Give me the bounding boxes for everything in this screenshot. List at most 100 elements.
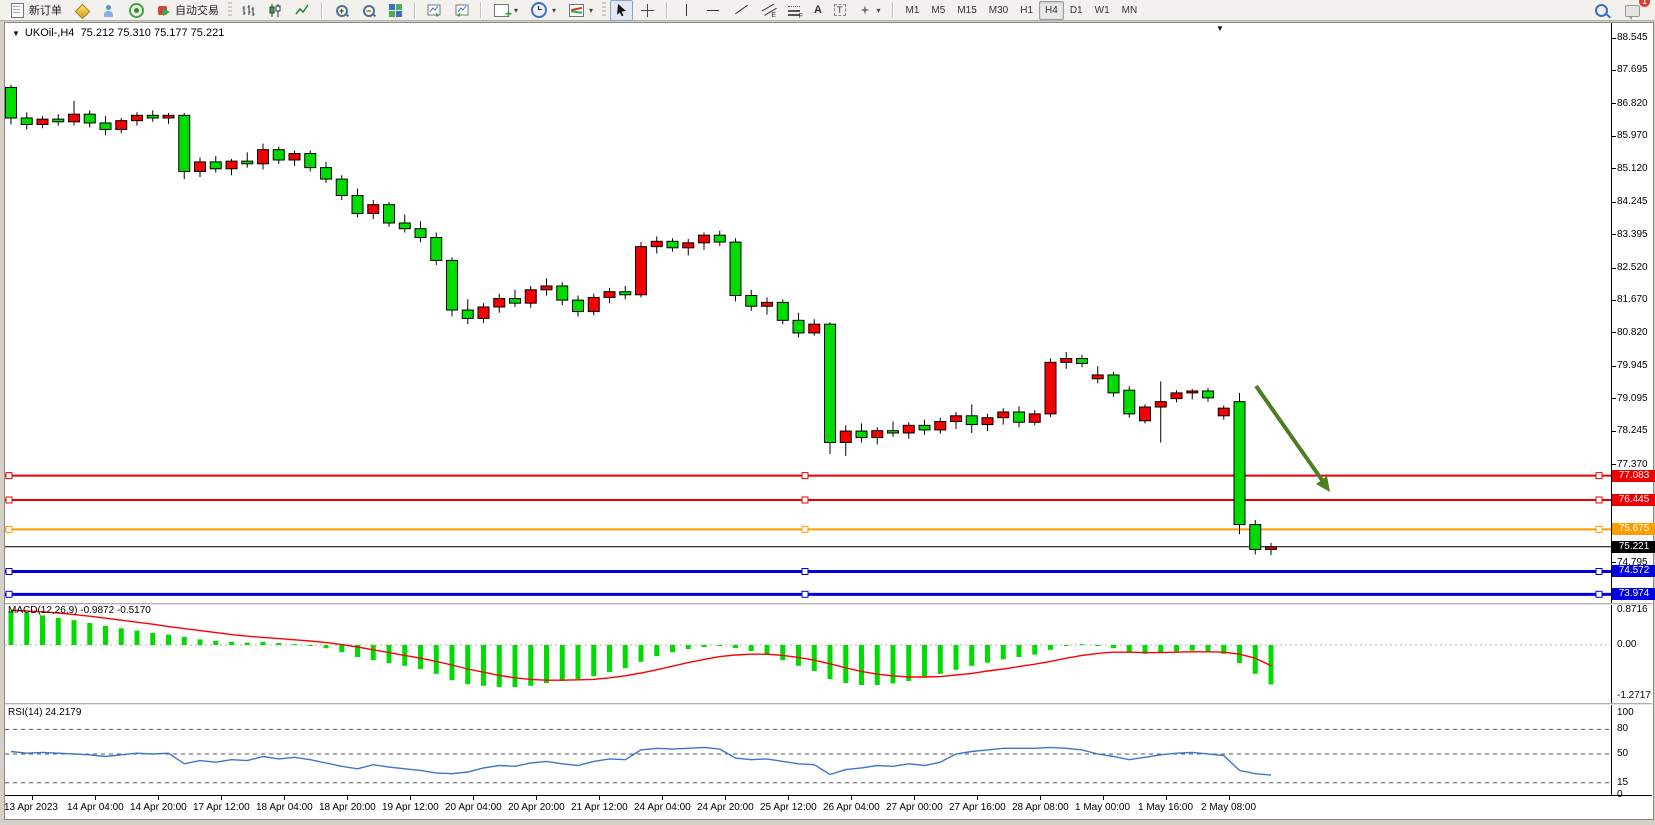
cursor-icon <box>617 4 627 17</box>
tile-windows-button[interactable] <box>383 0 408 21</box>
rsi-axis-label: 100 <box>1617 707 1634 718</box>
price-tick <box>1611 332 1616 334</box>
chart-quote-ohlc: 75.212 75.310 75.177 75.221 <box>80 27 225 39</box>
equidistant-channel-icon <box>761 4 776 19</box>
text-icon: A <box>814 4 822 16</box>
time-tick <box>1040 796 1041 800</box>
community-button[interactable] <box>96 0 121 21</box>
zoom-in-icon: + <box>335 4 348 17</box>
new-order-button[interactable]: 新订单 <box>4 0 67 21</box>
timeframe-D1[interactable]: D1 <box>1069 4 1083 16</box>
time-axis-label: 18 Apr 04:00 <box>256 802 313 813</box>
rsi-label: RSI(14) 24.2179 <box>8 707 82 718</box>
time-axis-label: 24 Apr 04:00 <box>634 802 691 813</box>
toolbar-right: 1 <box>1589 0 1651 21</box>
chat-icon <box>1625 5 1640 20</box>
pane-separator[interactable] <box>5 603 1652 605</box>
price-axis-label: 84.245 <box>1617 196 1648 208</box>
tile-windows-icon <box>389 3 402 17</box>
signals-button[interactable] <box>123 0 150 21</box>
fibonacci-tool[interactable] <box>782 0 807 21</box>
profile-chart-next-icon <box>455 4 469 17</box>
crosshair-icon <box>641 3 655 17</box>
autotrading-button[interactable]: 自动交易 <box>152 0 224 21</box>
time-axis-label: 28 Apr 08:00 <box>1012 802 1069 813</box>
price-axis-line[interactable] <box>1611 23 1612 795</box>
scroll-to-end-marker[interactable]: ▼ <box>1216 24 1224 33</box>
price-badge-74.572: 74.572 <box>1612 565 1655 578</box>
profile-next-button[interactable] <box>449 0 474 21</box>
search-button[interactable] <box>1589 0 1614 21</box>
equidistant-channel-tool[interactable] <box>755 0 780 21</box>
notifications-button[interactable]: 1 <box>1620 0 1650 21</box>
text-tool[interactable]: A <box>809 0 827 21</box>
time-axis-label: 20 Apr 20:00 <box>508 802 565 813</box>
price-tick <box>1611 234 1616 236</box>
time-axis-label: 1 May 16:00 <box>1138 802 1194 813</box>
new-chart-button[interactable]: ▾ <box>488 0 523 21</box>
timeframe-W1[interactable]: W1 <box>1094 4 1110 16</box>
trendline-tool[interactable] <box>728 0 753 21</box>
timeframe-bar: M1 M5 M15 M30 H1 H4 D1 W1 MN <box>900 0 1144 20</box>
timeframe-MN[interactable]: MN <box>1121 4 1138 16</box>
price-axis-label: 85.120 <box>1617 162 1648 174</box>
pane-separator[interactable] <box>5 703 1652 705</box>
zoom-in-button[interactable]: + <box>329 0 354 21</box>
candlestick-chart-icon <box>269 3 281 17</box>
timeframe-M30[interactable]: M30 <box>988 4 1009 16</box>
time-axis-label: 21 Apr 12:00 <box>571 802 628 813</box>
rsi-axis-label: 0 <box>1617 789 1623 800</box>
price-axis-label: 83.395 <box>1617 228 1648 240</box>
timeframe-H4[interactable]: H4 <box>1039 0 1064 20</box>
time-axis-label: 14 Apr 20:00 <box>130 802 187 813</box>
price-axis-label: 77.370 <box>1617 458 1648 470</box>
timeframe-H1[interactable]: H1 <box>1020 4 1034 16</box>
new-chart-icon <box>494 3 512 21</box>
vertical-line-icon <box>686 3 688 16</box>
rsi-axis-label: 15 <box>1617 776 1629 788</box>
arrows-icon <box>860 5 870 15</box>
profile-prev-button[interactable] <box>422 0 447 21</box>
gem-button[interactable] <box>69 0 94 21</box>
timeframe-M5[interactable]: M5 <box>931 4 946 16</box>
time-tick <box>284 796 285 800</box>
line-chart-button[interactable] <box>290 0 315 21</box>
candlestick-chart-button[interactable] <box>263 0 288 21</box>
price-axis-label: 81.670 <box>1617 294 1648 306</box>
price-badge-75.675: 75.675 <box>1612 523 1655 536</box>
price-tick <box>1611 103 1616 105</box>
timeframe-M1[interactable]: M1 <box>905 4 920 16</box>
price-tick <box>1611 168 1616 170</box>
cursor-tool-button[interactable] <box>610 0 634 21</box>
zoom-out-button[interactable]: − <box>356 0 381 21</box>
chart-dropdown-icon[interactable]: ▼ <box>12 29 20 38</box>
price-axis-label: 79.945 <box>1617 360 1648 372</box>
toolbar-separator <box>321 2 323 18</box>
rsi-axis-label: 50 <box>1617 748 1629 759</box>
gem-icon <box>74 3 91 19</box>
bar-chart-button[interactable] <box>236 0 261 21</box>
chart-window[interactable] <box>4 22 1654 820</box>
signals-icon <box>129 2 144 18</box>
macd-axis-label: 0.00 <box>1617 639 1637 650</box>
price-axis-label: 80.820 <box>1617 326 1648 338</box>
price-badge-77.083: 77.083 <box>1612 469 1655 482</box>
time-tick <box>725 796 726 800</box>
toolbar-separator <box>891 2 894 18</box>
toolbar-separator <box>480 2 482 18</box>
text-label-tool[interactable]: T <box>829 0 851 21</box>
horizontal-line-tool[interactable] <box>701 0 726 21</box>
autotrading-label: 自动交易 <box>175 5 219 17</box>
price-tick <box>1611 267 1616 269</box>
zoom-out-icon: − <box>362 4 375 17</box>
crosshair-tool-button[interactable] <box>635 0 660 21</box>
timeframe-M15[interactable]: M15 <box>957 4 977 16</box>
price-axis-label: 74.795 <box>1617 556 1648 568</box>
rsi-axis-label: 80 <box>1617 723 1629 735</box>
price-tick <box>1611 37 1616 39</box>
vertical-line-tool[interactable] <box>674 0 699 21</box>
indicators-button[interactable]: ▾ <box>563 0 598 21</box>
arrows-tool[interactable]: ▾ <box>853 0 886 21</box>
toolbar-grip <box>228 2 232 18</box>
periods-button[interactable]: ▾ <box>525 0 561 21</box>
